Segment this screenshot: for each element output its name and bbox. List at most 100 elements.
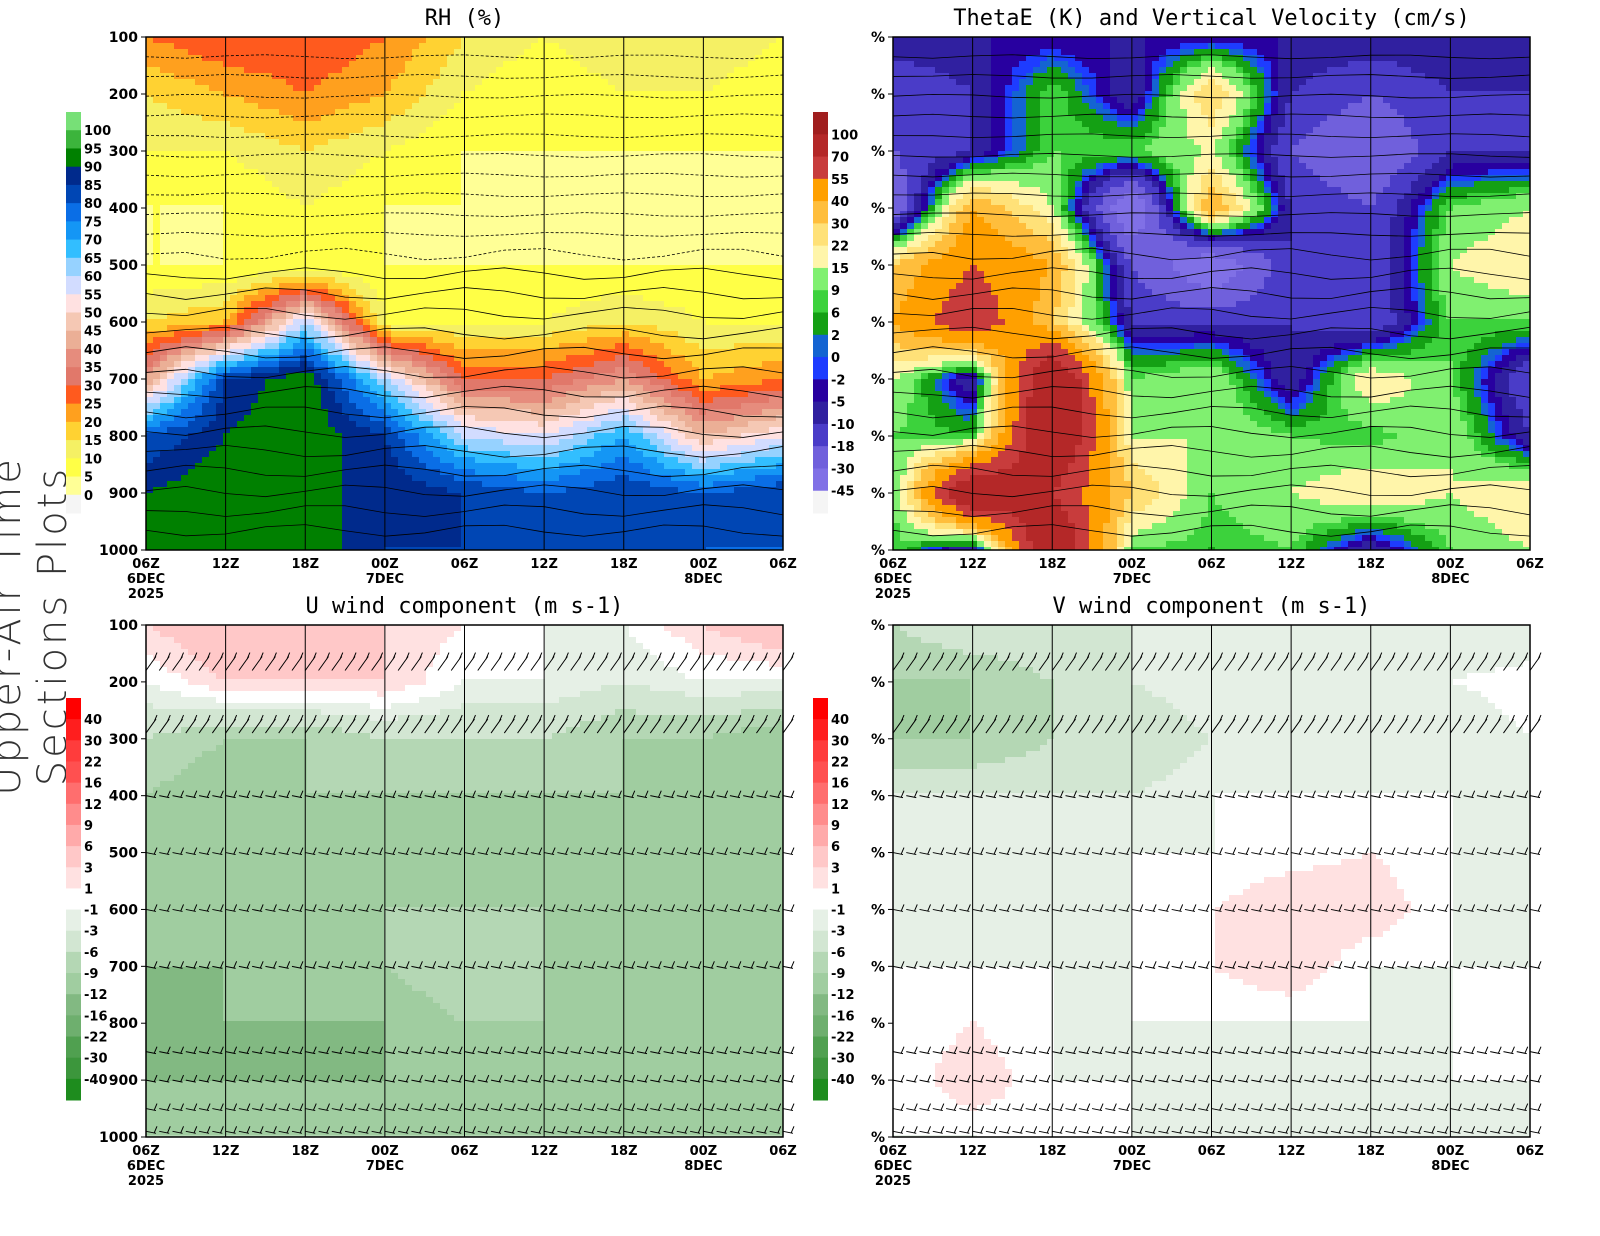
heatmap-cell <box>734 133 741 139</box>
heatmap-cell <box>594 37 601 43</box>
heatmap-cell <box>272 103 279 109</box>
heatmap-cell <box>475 43 482 49</box>
heatmap-cell <box>475 103 482 109</box>
heatmap-cell <box>223 43 230 49</box>
heatmap-cell <box>223 145 230 151</box>
heatmap-cell <box>524 163 531 169</box>
heatmap-cell <box>160 121 167 127</box>
heatmap-cell <box>622 67 629 73</box>
heatmap-cell <box>524 85 531 91</box>
heatmap-cell <box>335 145 342 151</box>
heatmap-cell <box>181 157 188 163</box>
heatmap-cell <box>692 49 699 55</box>
heatmap-cell <box>251 151 258 157</box>
heatmap-cell <box>181 97 188 103</box>
heatmap-cell <box>559 115 566 121</box>
heatmap-cell <box>727 85 734 91</box>
heatmap-cell <box>517 157 524 163</box>
heatmap-cell <box>776 61 783 67</box>
heatmap-cell <box>762 127 769 133</box>
heatmap-cell <box>286 67 293 73</box>
heatmap-cell <box>328 157 335 163</box>
heatmap-cell <box>748 85 755 91</box>
heatmap-cell <box>664 67 671 73</box>
heatmap-cell <box>314 37 321 43</box>
heatmap-cell <box>237 79 244 85</box>
heatmap-cell <box>769 97 776 103</box>
heatmap-cell <box>489 109 496 115</box>
heatmap-cell <box>629 37 636 43</box>
heatmap-cell <box>293 133 300 139</box>
heatmap-cell <box>741 85 748 91</box>
heatmap-cell <box>664 121 671 127</box>
heatmap-cell <box>643 91 650 97</box>
heatmap-cell <box>468 37 475 43</box>
heatmap-cell <box>398 91 405 97</box>
heatmap-cell <box>573 103 580 109</box>
heatmap-cell <box>643 163 650 169</box>
heatmap-cell <box>489 55 496 61</box>
heatmap-cell <box>272 163 279 169</box>
heatmap-cell <box>762 115 769 121</box>
heatmap-cell <box>356 139 363 145</box>
heatmap-cell <box>713 79 720 85</box>
heatmap-cell <box>622 37 629 43</box>
heatmap-cell <box>769 91 776 97</box>
heatmap-cell <box>342 49 349 55</box>
heatmap-cell <box>405 103 412 109</box>
heatmap-cell <box>629 127 636 133</box>
heatmap-cell <box>237 145 244 151</box>
heatmap-cell <box>160 139 167 145</box>
heatmap-cell <box>601 37 608 43</box>
heatmap-cell <box>230 67 237 73</box>
heatmap-cell <box>244 103 251 109</box>
heatmap-cell <box>153 103 160 109</box>
heatmap-cell <box>573 139 580 145</box>
heatmap-cell <box>727 43 734 49</box>
heatmap-cell <box>195 37 202 43</box>
heatmap-cell <box>664 49 671 55</box>
heatmap-cell <box>734 139 741 145</box>
heatmap-cell <box>622 43 629 49</box>
heatmap-cell <box>643 43 650 49</box>
heatmap-cell <box>475 157 482 163</box>
heatmap-cell <box>636 79 643 85</box>
heatmap-cell <box>489 133 496 139</box>
heatmap-cell <box>580 67 587 73</box>
heatmap-cell <box>524 127 531 133</box>
heatmap-cell <box>349 73 356 79</box>
heatmap-cell <box>699 43 706 49</box>
heatmap-cell <box>748 163 755 169</box>
heatmap-cell <box>741 55 748 61</box>
heatmap-cell <box>398 61 405 67</box>
heatmap-cell <box>328 151 335 157</box>
heatmap-cell <box>650 49 657 55</box>
heatmap-cell <box>769 139 776 145</box>
heatmap-cell <box>524 43 531 49</box>
heatmap-cell <box>167 79 174 85</box>
heatmap-cell <box>307 43 314 49</box>
heatmap-cell <box>685 85 692 91</box>
heatmap-cell <box>664 37 671 43</box>
heatmap-cell <box>685 55 692 61</box>
heatmap-cell <box>188 103 195 109</box>
heatmap-cell <box>391 67 398 73</box>
heatmap-cell <box>195 163 202 169</box>
heatmap-cell <box>328 115 335 121</box>
heatmap-cell <box>531 151 538 157</box>
heatmap-cell <box>307 139 314 145</box>
heatmap-cell <box>587 115 594 121</box>
heatmap-cell <box>510 103 517 109</box>
heatmap-cell <box>265 127 272 133</box>
heatmap-cell <box>587 163 594 169</box>
heatmap-cell <box>356 157 363 163</box>
heatmap-cell <box>559 127 566 133</box>
heatmap-cell <box>307 91 314 97</box>
heatmap-cell <box>405 151 412 157</box>
heatmap-cell <box>146 37 153 43</box>
heatmap-cell <box>328 145 335 151</box>
heatmap-cell <box>426 37 433 43</box>
heatmap-cell <box>258 79 265 85</box>
heatmap-cell <box>328 49 335 55</box>
heatmap-cell <box>244 55 251 61</box>
